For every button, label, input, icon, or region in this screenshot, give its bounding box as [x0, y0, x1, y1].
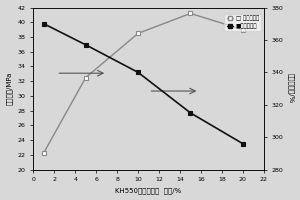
Y-axis label: 断裂伸长率/%: 断裂伸长率/%	[288, 73, 294, 104]
Y-axis label: 拉伸强度/MPa: 拉伸强度/MPa	[6, 72, 12, 105]
X-axis label: KH550改性椰壳粉  用量/%: KH550改性椰壳粉 用量/%	[116, 188, 182, 194]
Legend: □ 拉断伸长率, ■断裂伸长率: □ 拉断伸长率, ■断裂伸长率	[224, 14, 261, 31]
